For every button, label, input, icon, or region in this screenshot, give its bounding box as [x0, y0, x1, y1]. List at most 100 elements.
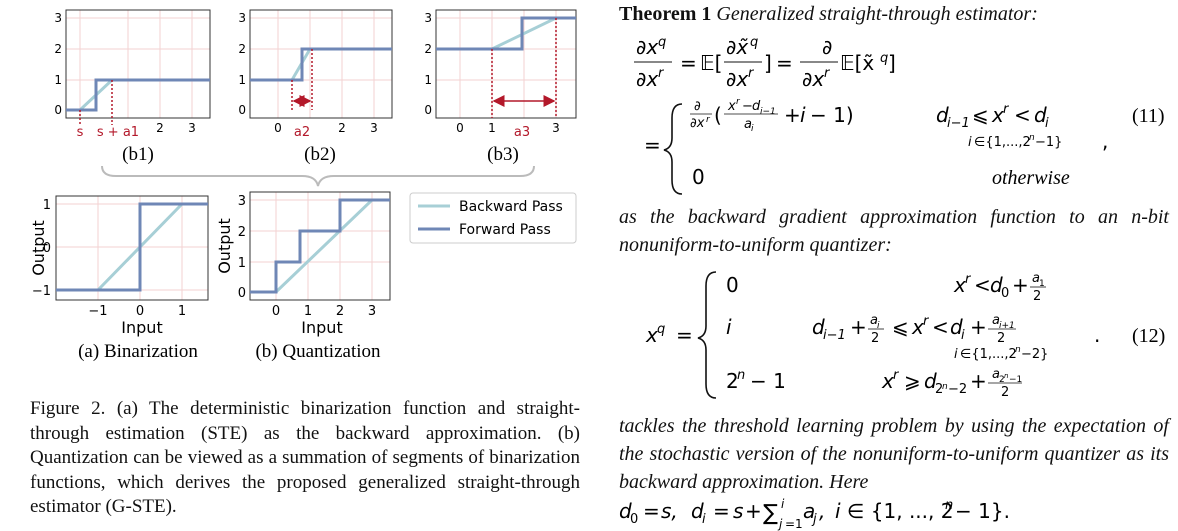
svg-text:d: d: [691, 499, 704, 523]
svg-text:d: d: [990, 273, 1003, 297]
b1-xtick: 2: [156, 121, 164, 135]
svg-text:q: q: [658, 35, 666, 50]
svg-text:=: =: [680, 51, 697, 75]
svg-text:2: 2: [935, 382, 943, 397]
svg-text:r: r: [706, 115, 711, 125]
svg-text:− 1: − 1: [750, 369, 786, 393]
svg-text:r: r: [824, 66, 831, 81]
svg-text:a: a: [1032, 271, 1040, 286]
svg-text:∑: ∑: [763, 501, 778, 526]
svg-text:<: <: [932, 315, 949, 339]
svg-text:⩽: ⩽: [972, 103, 989, 127]
svg-text:i: i: [954, 347, 958, 362]
svg-text:d: d: [1034, 103, 1047, 127]
svg-text:i: i: [1045, 116, 1049, 131]
svg-text:=1: =1: [785, 517, 803, 531]
svg-text:∂x̃: ∂x̃: [726, 35, 748, 59]
b3-ytick: 0: [424, 103, 432, 117]
svg-text:d: d: [950, 315, 963, 339]
theorem-title: Generalized straight-through estimator:: [716, 3, 1038, 25]
svg-text:d: d: [752, 99, 761, 114]
quant-caption: (b) Quantization: [255, 341, 381, 362]
svg-text:x: x: [911, 315, 924, 339]
b2-ytick: 1: [238, 73, 246, 87]
b3-ytick: 3: [424, 11, 432, 25]
b1-ytick: 0: [54, 103, 62, 117]
quant-xlabel: Input: [301, 318, 342, 337]
svg-text:∂x: ∂x: [690, 116, 705, 131]
svg-text:i: i: [702, 512, 706, 527]
b3-ytick: 1: [424, 73, 432, 87]
b1-xtick: 3: [188, 121, 196, 135]
paragraph-1: as the backward gradient approximation f…: [619, 206, 1169, 256]
grouping-brace: [101, 165, 535, 187]
svg-text:0: 0: [630, 512, 638, 527]
svg-text:]: ]: [888, 51, 896, 75]
svg-text:q: q: [750, 35, 758, 50]
svg-text:∂x: ∂x: [636, 67, 658, 91]
svg-text:−2: −2: [948, 382, 967, 397]
caption-text: (a) The deterministic binarization funct…: [30, 398, 580, 517]
svg-text:n: n: [1004, 372, 1008, 380]
svg-text:−1}: −1}: [1035, 135, 1062, 150]
svg-text:i: i: [751, 124, 754, 134]
svg-text:x: x: [645, 323, 658, 347]
svg-text:r: r: [965, 272, 972, 287]
svg-text:n: n: [1029, 133, 1035, 143]
svg-text:r: r: [658, 66, 665, 81]
b1-annot-s: s: [77, 125, 84, 140]
quant-xtick: 3: [368, 304, 376, 319]
bin-ylabel: Output: [29, 220, 48, 276]
svg-text:+: +: [970, 369, 987, 393]
equation-11: ∂x q ∂x r = 𝔼[ ∂x̃ q ∂x r ] = ∂ ∂x r 𝔼[x̃ q] =…: [634, 35, 1165, 195]
svg-text:=: =: [713, 499, 730, 523]
b2-sublabel: (b2): [304, 144, 336, 165]
svg-text:r: r: [893, 368, 900, 383]
b2-ytick: 2: [238, 42, 246, 56]
svg-text:n: n: [945, 498, 953, 513]
svg-text:0: 0: [1001, 286, 1009, 301]
svg-text:2: 2: [997, 331, 1005, 346]
svg-text:+: +: [1012, 273, 1029, 297]
svg-text:i−1: i−1: [760, 107, 776, 117]
svg-text:j: j: [811, 512, 817, 527]
b1-annot-s-a1: s + a1: [97, 125, 139, 140]
svg-text:∂x: ∂x: [802, 67, 824, 91]
svg-text:2: 2: [999, 375, 1005, 385]
otherwise-label: otherwise: [992, 167, 1070, 189]
svg-text:q: q: [657, 322, 665, 337]
svg-text:r: r: [1003, 102, 1010, 117]
figure-2: 3 2 1 0 2 3 s s + a1 3 2 1 0 0 2 3 a2: [29, 9, 577, 362]
quant-ylabel: Output: [215, 218, 234, 274]
svg-text:−: −: [742, 99, 753, 114]
forward-line: [436, 16, 576, 51]
svg-text:+: +: [970, 315, 987, 339]
bin-ytick: 1: [43, 198, 51, 213]
svg-text:r: r: [923, 314, 930, 329]
b2-xtick: 0: [274, 121, 282, 135]
svg-text:+: +: [784, 103, 801, 127]
svg-text:d: d: [619, 499, 632, 523]
b3-sublabel: (b3): [487, 144, 519, 165]
svg-text:2: 2: [871, 331, 879, 346]
svg-text:a: a: [803, 499, 815, 523]
svg-text:j: j: [777, 517, 783, 531]
svg-text:∂x: ∂x: [726, 67, 748, 91]
subplot-b1: 3 2 1 0 2 3 s s + a1: [54, 9, 211, 140]
legend-forward: Forward Pass: [459, 222, 551, 238]
b3-annot-a3: a3: [514, 125, 530, 140]
svg-text:x: x: [881, 369, 894, 393]
svg-text:∂x: ∂x: [636, 35, 658, 59]
b1-ytick: 3: [54, 11, 62, 25]
bin-xtick: −1: [88, 304, 107, 319]
forward-line: [250, 47, 392, 82]
svg-text:d: d: [936, 103, 949, 127]
svg-text:2: 2: [1033, 289, 1041, 304]
quant-xtick: 2: [336, 304, 344, 319]
svg-text:n: n: [737, 368, 745, 383]
svg-text:0: 0: [692, 165, 705, 189]
svg-text:a: a: [744, 117, 752, 132]
svg-text:x: x: [991, 103, 1004, 127]
quant-xtick: 0: [272, 304, 280, 319]
svg-text:i: i: [800, 103, 806, 127]
